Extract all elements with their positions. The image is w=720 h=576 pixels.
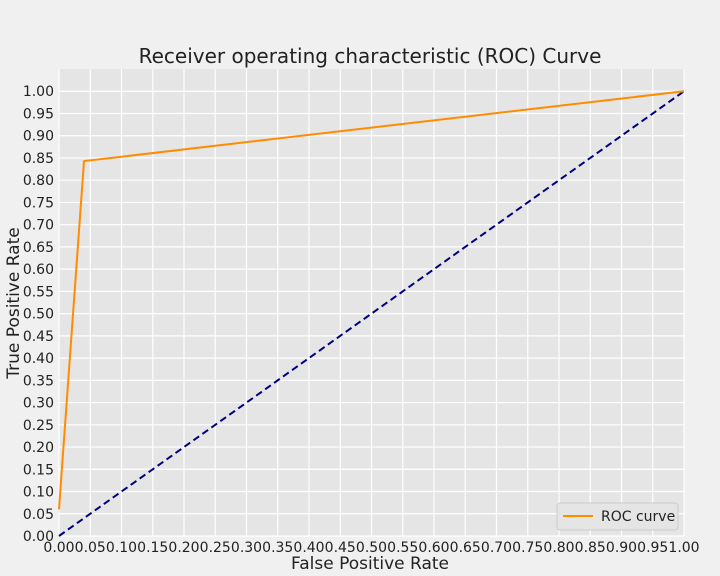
- reference-diagonal-line: [58, 90, 685, 537]
- grid-lines: [58, 69, 685, 537]
- legend-box: [556, 502, 679, 531]
- x-tick-label: 0.70: [481, 540, 512, 556]
- x-tick-label: 0.15: [137, 540, 168, 556]
- x-tick-label: 0.65: [450, 540, 481, 556]
- y-tick-label: 0.15: [23, 462, 54, 478]
- x-tick-label: 0.20: [168, 540, 199, 556]
- y-tick-label: 0.25: [23, 418, 54, 434]
- y-tick-label: 0.80: [23, 173, 54, 189]
- x-tick-label: 0.10: [106, 540, 137, 556]
- y-tick-label: 0.55: [23, 284, 54, 300]
- series-layer: [58, 90, 685, 537]
- x-tick-label: 0.05: [75, 540, 106, 556]
- x-tick-label: 0.75: [512, 540, 543, 556]
- y-tick-label: 0.60: [23, 262, 54, 278]
- y-tick-label: 0.45: [23, 329, 54, 345]
- legend: ROC curve: [556, 502, 679, 531]
- y-tick-label: 0.00: [23, 529, 54, 545]
- x-tick-label: 0.35: [262, 540, 293, 556]
- x-tick-label: 0.40: [293, 540, 324, 556]
- y-tick-label: 0.30: [23, 396, 54, 412]
- y-tick-labels: 0.00 0.05 0.10 0.15 0.20 0.25 0.30 0.35 0.40 0.45…: [23, 84, 54, 545]
- x-tick-label: 0.25: [200, 540, 231, 556]
- y-axis-label: True Positive Rate: [4, 227, 24, 379]
- y-tick-label: 0.90: [23, 129, 54, 145]
- x-tick-label: 0.00: [43, 540, 74, 556]
- y-tick-label: 0.20: [23, 440, 54, 456]
- x-tick-label: 0.30: [231, 540, 262, 556]
- y-tick-label: 0.75: [23, 195, 54, 211]
- legend-label: ROC curve: [601, 509, 675, 525]
- y-tick-label: 0.40: [23, 351, 54, 367]
- y-tick-label: 0.05: [23, 507, 54, 523]
- y-tick-label: 0.70: [23, 218, 54, 234]
- chart-title: Receiver operating characteristic (ROC) …: [139, 44, 602, 68]
- x-tick-label: 0.50: [356, 540, 387, 556]
- roc-curve-line: [58, 90, 685, 510]
- y-tick-label: 0.65: [23, 240, 54, 256]
- x-tick-label: 0.80: [543, 540, 574, 556]
- x-tick-label: 0.60: [418, 540, 449, 556]
- y-tick-label: 0.95: [23, 106, 54, 122]
- x-tick-label: 0.90: [606, 540, 637, 556]
- x-tick-label: 0.45: [325, 540, 356, 556]
- y-tick-label: 1.00: [23, 84, 54, 100]
- y-tick-label: 0.50: [23, 307, 54, 323]
- y-tick-label: 0.85: [23, 151, 54, 167]
- x-tick-label: 0.95: [637, 540, 668, 556]
- x-tick-label: 1.00: [668, 540, 699, 556]
- x-tick-label: 0.55: [387, 540, 418, 556]
- x-tick-labels: 0.00 0.05 0.10 0.15 0.20 0.25 0.30 0.35 0.40 0.45…: [43, 540, 699, 556]
- y-tick-label: 0.10: [23, 485, 54, 501]
- x-axis-label: False Positive Rate: [291, 554, 449, 574]
- x-tick-label: 0.85: [575, 540, 606, 556]
- y-tick-label: 0.35: [23, 373, 54, 389]
